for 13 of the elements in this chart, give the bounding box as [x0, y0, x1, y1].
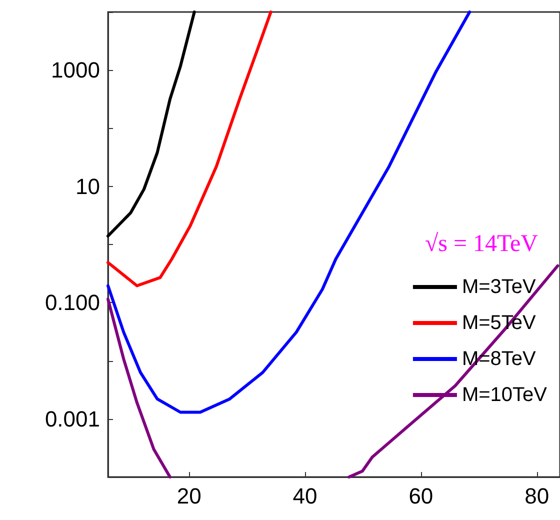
- line-series: [106, 10, 272, 288]
- x-tick-label: 40: [292, 484, 318, 508]
- x-tick-label: 60: [408, 484, 434, 508]
- x-tick-label: 80: [524, 484, 550, 508]
- y-tick-label: 10: [76, 174, 100, 199]
- y-tick-label: 1000: [51, 58, 100, 83]
- annotation: √s = 14TeV: [424, 231, 539, 257]
- y-tick-label: 0.001: [44, 406, 100, 432]
- line-series: [106, 10, 196, 238]
- y-tick-label: 0.100: [44, 290, 100, 316]
- legend-label: M=3TeV: [462, 276, 537, 298]
- legend-label: M=10TeV: [462, 384, 548, 406]
- x-tick-label: 20: [176, 484, 202, 508]
